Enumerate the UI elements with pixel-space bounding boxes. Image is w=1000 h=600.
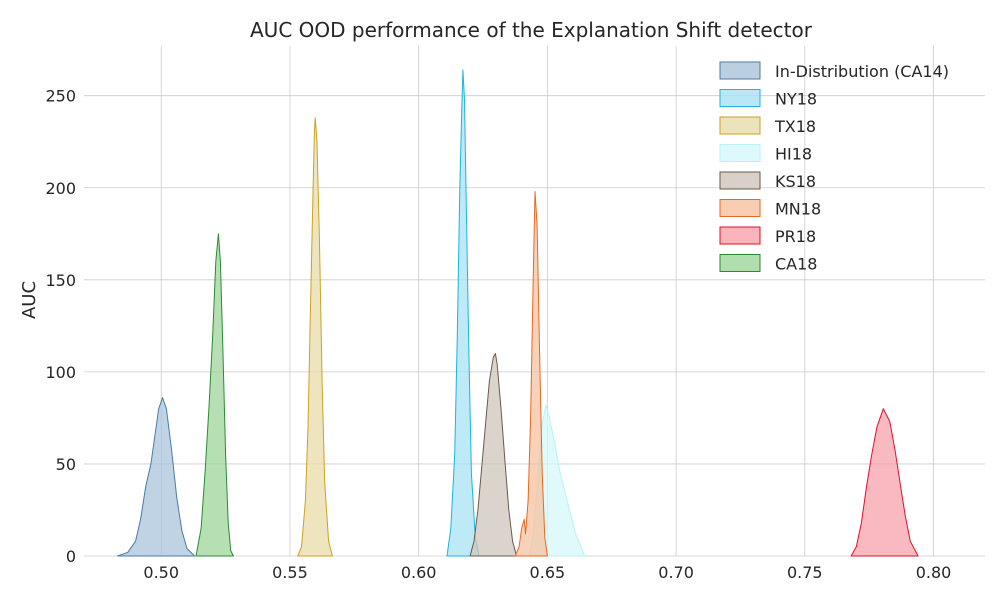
- x-tick-label: 0.55: [272, 563, 308, 582]
- chart-title: AUC OOD performance of the Explanation S…: [250, 18, 813, 42]
- x-tick-label: 0.80: [916, 563, 952, 582]
- density-mn18: [514, 191, 548, 557]
- legend-label-in-distribution-ca14: In-Distribution (CA14): [775, 62, 949, 81]
- density-series: [117, 69, 919, 557]
- legend-label-ca18: CA18: [775, 255, 817, 274]
- legend-swatch-in-distribution-ca14: [719, 61, 761, 80]
- legend: In-Distribution (CA14) NY18 TX18 HI18 KS18 MN…: [719, 61, 949, 274]
- legend-swatch-tx18: [719, 116, 761, 135]
- density-ks18: [469, 353, 517, 557]
- y-tick-label: 150: [45, 271, 76, 290]
- y-tick-label: 200: [45, 179, 76, 198]
- legend-swatch-mn18: [719, 199, 761, 217]
- legend-swatch-ks18: [719, 171, 761, 190]
- x-tick-label: 0.60: [401, 563, 437, 582]
- y-tick-label: 50: [56, 455, 76, 474]
- y-tick-label: 0: [66, 547, 76, 566]
- y-tick-label: 250: [45, 87, 76, 106]
- legend-swatch-ca18: [719, 254, 761, 272]
- y-axis-title: AUC: [19, 281, 40, 319]
- legend-swatch-ny18: [719, 89, 761, 107]
- y-axis-ticks: 0 50 100 150 200 250: [45, 87, 76, 566]
- x-tick-label: 0.65: [530, 563, 566, 582]
- legend-swatch-hi18: [719, 144, 761, 162]
- density-ny18: [446, 69, 480, 557]
- legend-label-mn18: MN18: [775, 200, 821, 219]
- legend-label-ny18: NY18: [775, 90, 817, 109]
- x-tick-label: 0.75: [787, 563, 823, 582]
- x-tick-label: 0.50: [143, 563, 179, 582]
- density-in-distribution-ca14: [117, 397, 196, 557]
- y-tick-label: 100: [45, 363, 76, 382]
- density-pr18: [850, 408, 919, 557]
- density-tx18: [297, 117, 333, 557]
- x-axis-ticks: 0.50 0.55 0.60 0.65 0.70 0.75 0.80: [143, 563, 951, 582]
- legend-swatch-pr18: [719, 226, 761, 245]
- legend-label-pr18: PR18: [775, 227, 816, 246]
- legend-label-tx18: TX18: [774, 117, 816, 136]
- legend-label-hi18: HI18: [775, 145, 812, 164]
- density-ca18: [195, 233, 234, 557]
- legend-label-ks18: KS18: [775, 172, 816, 191]
- x-tick-label: 0.70: [658, 563, 694, 582]
